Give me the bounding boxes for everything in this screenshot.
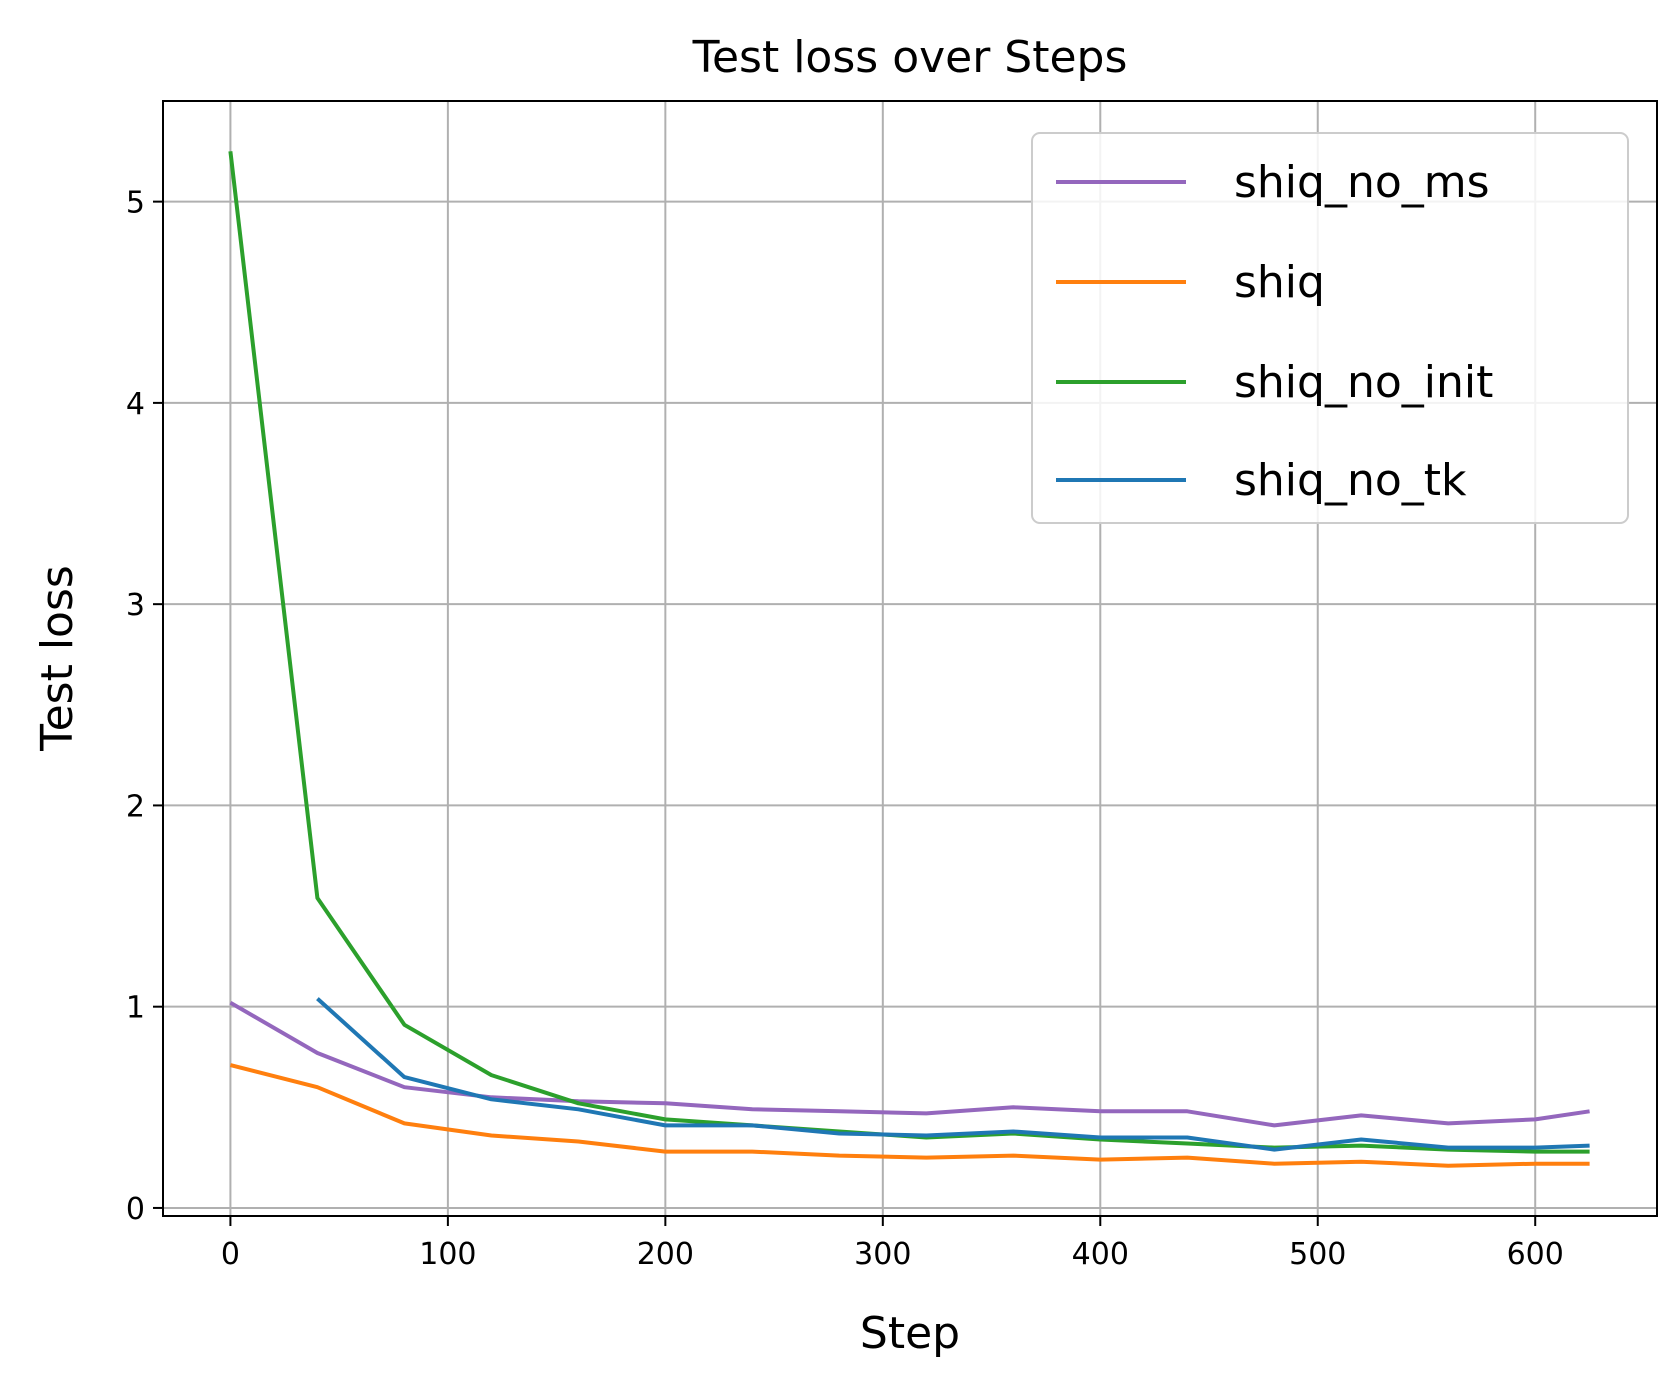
y-tick-label: 4 bbox=[126, 387, 145, 422]
series-line-shiq-no-tk bbox=[316, 997, 1590, 1152]
legend-label-shiq-no-tk: shiq_no_tk bbox=[1234, 455, 1467, 506]
x-tick-label: 200 bbox=[637, 1237, 694, 1272]
series-group bbox=[228, 151, 1590, 1168]
x-tick-label: 0 bbox=[221, 1237, 240, 1272]
x-axis: 0 100 200 300 400 500 600 bbox=[221, 1216, 1564, 1272]
legend-box bbox=[1031, 132, 1629, 524]
x-tick-label: 500 bbox=[1289, 1237, 1346, 1272]
x-axis-label: Step bbox=[860, 1308, 960, 1359]
plot-frame bbox=[162, 100, 1658, 1217]
grid-lines bbox=[163, 101, 1657, 1216]
legend-label-shiq: shiq bbox=[1234, 257, 1325, 308]
x-tick-label: 300 bbox=[854, 1237, 911, 1272]
x-tick-label: 100 bbox=[419, 1237, 476, 1272]
y-tick-label: 2 bbox=[126, 789, 145, 824]
chart-title: Test loss over Steps bbox=[692, 32, 1128, 83]
x-tick-label: 600 bbox=[1507, 1237, 1564, 1272]
y-tick-label: 1 bbox=[126, 991, 145, 1026]
y-tick-label: 3 bbox=[126, 588, 145, 623]
y-tick-label: 5 bbox=[126, 186, 145, 221]
y-tick-label: 0 bbox=[126, 1192, 145, 1227]
y-axis-label: Test loss bbox=[32, 565, 83, 752]
legend-label-shiq-no-ms: shiq_no_ms bbox=[1234, 157, 1490, 208]
legend-label-shiq-no-init: shiq_no_init bbox=[1234, 357, 1493, 408]
series-line-shiq bbox=[229, 1063, 1590, 1168]
x-tick-label: 400 bbox=[1072, 1237, 1129, 1272]
y-axis: 0 1 2 3 4 5 bbox=[126, 186, 163, 1227]
